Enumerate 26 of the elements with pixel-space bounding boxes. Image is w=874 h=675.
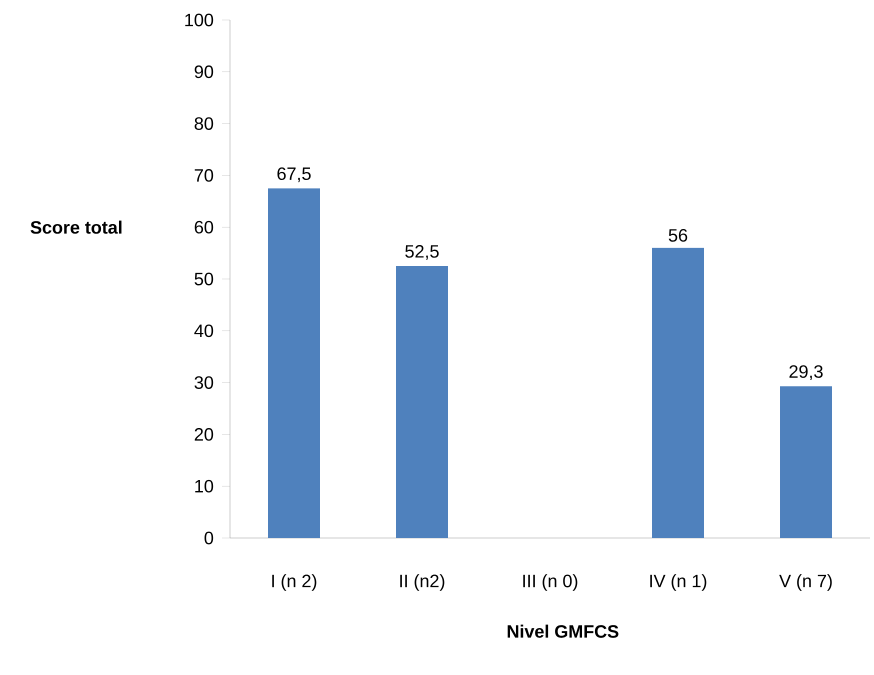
y-tick-label: 30	[194, 376, 214, 389]
x-tick-label: II (n2)	[400, 574, 444, 591]
bar	[396, 266, 448, 538]
y-tick-label: 50	[194, 272, 214, 286]
y-tick-label: 80	[194, 117, 214, 130]
bar	[652, 248, 704, 538]
y-tick-label: 0	[204, 532, 214, 544]
y-tick-label: 20	[194, 428, 214, 441]
data-label: 56	[668, 229, 688, 242]
data-label: 29,3	[789, 365, 823, 380]
x-tick-label: I (n 2)	[272, 574, 316, 591]
data-label: 52,5	[405, 245, 439, 260]
data-label: 67,5	[277, 167, 311, 182]
bar	[268, 188, 320, 538]
y-tick-label: 10	[195, 480, 214, 493]
x-tick-label: V (n 7)	[779, 574, 832, 591]
y-tick-label: 70	[194, 169, 214, 182]
y-tick-label: 100	[185, 14, 214, 26]
bar	[780, 386, 832, 538]
y-axis-title: Score total	[30, 220, 122, 234]
x-axis-title: Nivel GMFCS	[508, 624, 618, 638]
y-tick-label: 60	[194, 220, 214, 234]
y-tick-label: 90	[194, 65, 214, 78]
x-tick-label: III (n 0)	[523, 574, 578, 591]
y-tick-label: 40	[194, 324, 214, 338]
x-tick-label: IV (n 1)	[650, 574, 706, 591]
